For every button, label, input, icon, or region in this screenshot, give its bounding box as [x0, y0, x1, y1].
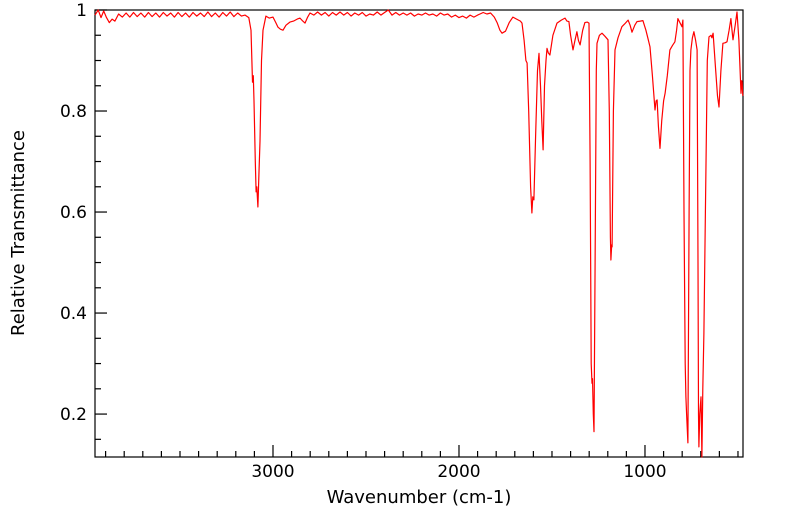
x-tick-labels: 3000 2000 1000: [251, 462, 666, 482]
y-tick-label: 0.2: [60, 405, 87, 425]
y-tick-label: 0.8: [60, 102, 87, 122]
y-axis-title: Relative Transmittance: [8, 130, 29, 336]
y-tick-label: 0.4: [60, 304, 87, 324]
y-tick-label: 1: [76, 1, 87, 21]
x-tick-label: 1000: [623, 462, 666, 482]
plot-frame: [94, 9, 744, 458]
y-tick-label: 0.6: [60, 203, 87, 223]
x-axis-title: Wavenumber (cm-1): [327, 487, 512, 508]
axis-ticks: [95, 9, 739, 457]
spectrum-line: [94, 9, 744, 458]
x-tick-label: 2000: [437, 462, 480, 482]
y-tick-labels: 1 0.8 0.6 0.4 0.2: [60, 1, 87, 425]
x-tick-label: 3000: [251, 462, 294, 482]
